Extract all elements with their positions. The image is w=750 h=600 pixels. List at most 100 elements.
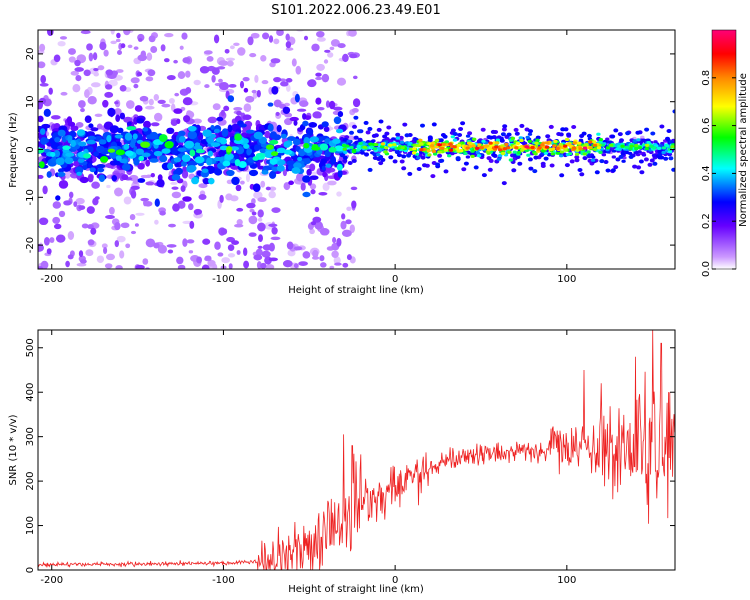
heatmap-cell	[311, 43, 320, 52]
heatmap-cell	[571, 125, 577, 129]
heatmap-cell	[286, 160, 296, 166]
heatmap-cell	[378, 119, 384, 124]
heatmap-cell	[261, 80, 269, 85]
heatmap-cell	[51, 156, 57, 164]
heatmap-cell	[119, 85, 127, 92]
heatmap-cell	[116, 235, 126, 243]
heatmap-cell	[198, 194, 207, 200]
heatmap-cell	[637, 150, 642, 154]
heatmap-cell	[148, 98, 154, 106]
heatmap-cell	[225, 193, 233, 201]
heatmap-cell	[195, 149, 205, 154]
heatmap-cell	[384, 131, 390, 136]
heatmap-cell	[562, 152, 568, 157]
heatmap-cell	[649, 158, 655, 163]
heatmap-cell	[291, 167, 301, 174]
heatmap-cell	[401, 154, 407, 159]
heatmap-cell	[183, 115, 191, 123]
heatmap-cell	[248, 232, 257, 237]
heatmap-cell	[119, 158, 128, 164]
heatmap-cell	[55, 195, 61, 201]
heatmap-cell	[166, 127, 175, 135]
heatmap-cell	[147, 69, 156, 77]
heatmap-cell	[257, 197, 267, 203]
heatmap-cell	[628, 147, 633, 151]
heatmap-cell	[260, 180, 266, 188]
heatmap-cell	[68, 56, 76, 63]
heatmap-cell	[68, 191, 74, 199]
heatmap-cell	[54, 137, 61, 143]
heatmap-cell	[309, 163, 316, 172]
heatmap-cell	[114, 101, 119, 105]
heatmap-cell	[47, 30, 54, 36]
heatmap-cell	[316, 63, 325, 71]
heatmap-cell	[306, 168, 312, 176]
heatmap-cell	[431, 149, 437, 153]
heatmap-cell	[250, 32, 260, 39]
heatmap-cell	[104, 91, 114, 98]
heatmap-cell	[586, 133, 592, 138]
heatmap-cell	[229, 45, 235, 50]
heatmap-cell	[134, 105, 143, 112]
heatmap-cell	[60, 91, 68, 96]
heatmap-cell	[637, 146, 643, 150]
heatmap-cell	[67, 254, 74, 260]
heatmap-cell	[312, 111, 322, 119]
heatmap-cell	[465, 134, 471, 138]
heatmap-cell	[574, 152, 580, 156]
heatmap-cell	[40, 260, 49, 269]
heatmap-cell	[351, 108, 359, 113]
heatmap-cell	[38, 115, 44, 123]
snr-line	[38, 330, 675, 570]
heatmap-cell	[138, 155, 145, 161]
heatmap-cell	[107, 148, 116, 153]
heatmap-cell	[449, 151, 455, 156]
heatmap-cell	[228, 263, 233, 269]
heatmap-cell	[263, 150, 274, 159]
heatmap-cell	[621, 159, 626, 163]
heatmap-cell	[610, 134, 616, 139]
heatmap-cell	[201, 168, 209, 173]
heatmap-cell	[275, 111, 280, 116]
heatmap-cell	[448, 148, 454, 152]
heatmap-cell	[475, 146, 480, 150]
heatmap-cell	[269, 170, 277, 179]
heatmap-cell	[608, 143, 614, 147]
heatmap-cell	[248, 215, 258, 225]
heatmap-cell	[297, 156, 303, 162]
heatmap-cell	[109, 125, 120, 134]
heatmap-cell	[452, 132, 458, 136]
heatmap-cell	[363, 120, 369, 125]
heatmap-cell	[129, 214, 136, 221]
heatmap-cell	[83, 69, 91, 77]
heatmap-cell	[210, 125, 215, 130]
heatmap-cell	[50, 151, 56, 158]
heatmap-cell	[38, 100, 44, 110]
heatmap-cell	[87, 96, 97, 105]
heatmap-cell	[210, 142, 221, 148]
heatmap-cell	[299, 100, 309, 107]
heatmap-cell	[68, 48, 76, 55]
heatmap-cell	[660, 141, 665, 146]
heatmap-cell	[179, 45, 184, 50]
heatmap-cell	[494, 141, 499, 145]
heatmap-cell	[187, 165, 197, 172]
heatmap-cell	[114, 240, 120, 248]
heatmap-cell	[501, 127, 507, 132]
heatmap-cell	[280, 133, 287, 139]
heatmap-cell	[123, 30, 131, 36]
heatmap-cell	[101, 243, 108, 249]
heatmap-cell	[591, 140, 597, 144]
heatmap-cell	[592, 143, 598, 147]
heatmap-cell	[310, 221, 317, 226]
heatmap-cell	[99, 41, 107, 51]
heatmap-cell	[120, 43, 126, 49]
heatmap-cell	[38, 174, 44, 179]
heatmap-cell	[106, 135, 112, 143]
heatmap-cell	[182, 57, 191, 64]
heatmap-cell	[321, 121, 329, 128]
heatmap-cell	[559, 173, 565, 178]
heatmap-cell	[644, 127, 650, 132]
heatmap-cell	[222, 160, 231, 167]
figure-title: S101.2022.006.23.49.E01	[271, 3, 440, 18]
